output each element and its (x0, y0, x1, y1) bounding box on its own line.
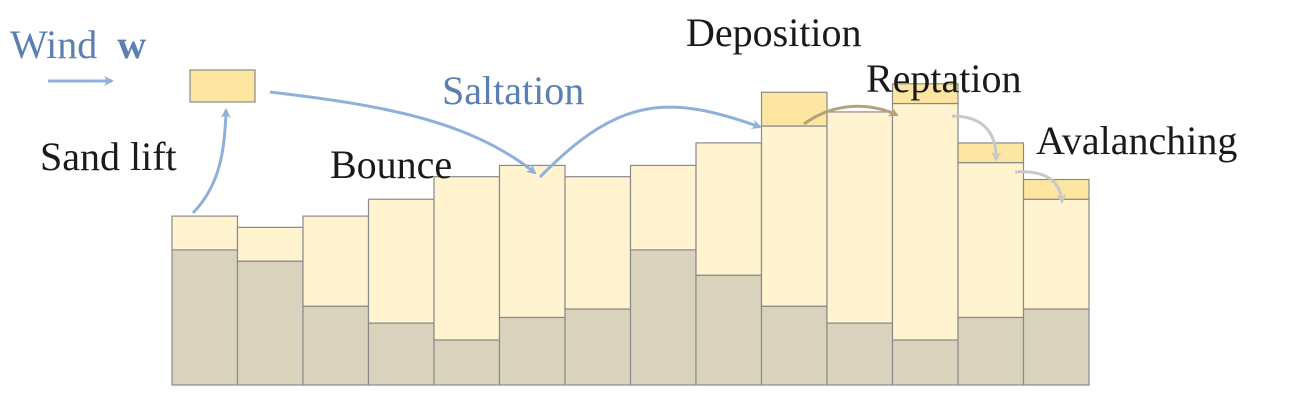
bedrock-layer (564, 308, 632, 386)
moving-sand-layer (957, 142, 1025, 164)
bedrock-layer (891, 339, 959, 386)
wind-vector-symbol: w (117, 22, 146, 67)
terrain-column (236, 226, 304, 386)
wind-label: Wind w (10, 22, 146, 67)
terrain-column (695, 142, 763, 386)
bedrock-layer (498, 316, 566, 386)
avalanche-arrow-2 (1014, 170, 1067, 204)
sand-layer (367, 198, 435, 324)
saltation-arrow (269, 90, 537, 175)
sand-layer (891, 102, 959, 341)
bedrock-layer (1022, 308, 1090, 386)
terrain-column (957, 142, 1025, 386)
sand-lift-label: Sand lift (40, 134, 177, 179)
terrain-column (171, 215, 239, 386)
sand-layer (629, 164, 697, 251)
moving-sand-layer (1022, 178, 1090, 200)
reptation-arrow (803, 104, 899, 126)
sand-layer (695, 142, 763, 276)
terrain-column (1022, 178, 1090, 386)
bedrock-layer (302, 305, 370, 386)
moving-sand-layer (891, 83, 959, 105)
sand-layer (564, 176, 632, 310)
bedrock-layer (760, 305, 828, 386)
reptation-label: Reptation (866, 56, 1022, 101)
bounce-label: Bounce (330, 142, 452, 187)
terrain-columns (171, 83, 1090, 386)
wind-label-text: Wind (10, 22, 97, 67)
saltation-label: Saltation (442, 68, 584, 113)
terrain-column (826, 111, 894, 386)
terrain-column (367, 198, 435, 386)
sand-layer (1022, 198, 1090, 310)
bounce-arrow (538, 105, 762, 179)
sand-layer (826, 111, 894, 324)
avalanche-arrow-1 (951, 114, 1002, 162)
bedrock-layer (433, 339, 501, 386)
sand-lift-arrow (191, 108, 231, 215)
sand-layer (171, 215, 239, 251)
sand-layer (236, 226, 304, 262)
bedrock-layer (629, 249, 697, 386)
moving-sand-layer (760, 91, 828, 127)
bedrock-layer (236, 260, 304, 386)
terrain-column (433, 176, 501, 386)
terrain-column (302, 215, 370, 386)
terrain-column (760, 91, 828, 386)
bedrock-layer (957, 316, 1025, 386)
sand-layer (302, 215, 370, 307)
bedrock-layer (367, 322, 435, 386)
sand-layer (498, 164, 566, 319)
terrain-column (498, 164, 566, 386)
bedrock-layer (695, 274, 763, 386)
deposition-label: Deposition (686, 10, 862, 55)
terrain-column (891, 83, 959, 386)
bedrock-layer (826, 322, 894, 386)
sand-layer (433, 176, 501, 341)
lifted-sand-grain (189, 69, 256, 103)
terrain-column (629, 164, 697, 386)
terrain-column (564, 176, 632, 386)
bedrock-layer (171, 249, 239, 386)
sand-layer (957, 162, 1025, 319)
avalanching-label: Avalanching (1036, 118, 1237, 163)
sand-layer (760, 125, 828, 307)
